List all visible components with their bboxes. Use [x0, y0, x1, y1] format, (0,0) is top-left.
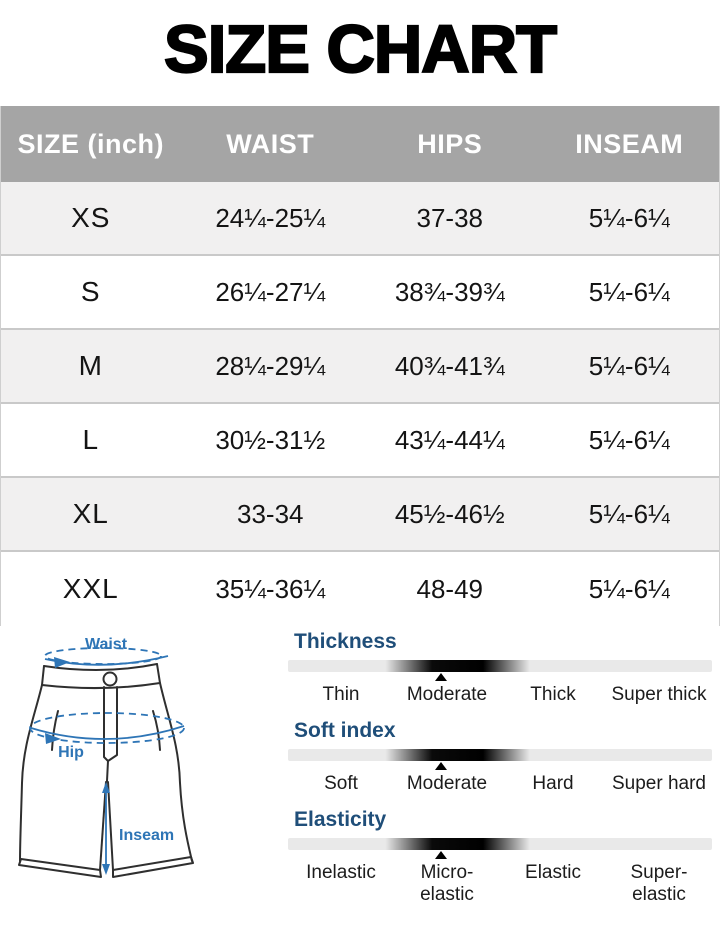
scale-label: Thin — [322, 684, 360, 705]
soft-index-title: Soft index — [294, 719, 396, 742]
shorts-outline — [18, 663, 194, 878]
hip-label: Hip — [58, 744, 84, 761]
hip-arrow — [29, 712, 185, 744]
waist-arrow — [44, 647, 169, 668]
scale-label: Elastic — [525, 862, 581, 883]
table-row: S 26¼-27¼ 38¾-39¾ 5¼-6¼ — [1, 256, 719, 330]
table-row: XXL 35¼-36¼ 48-49 5¼-6¼ — [1, 552, 719, 626]
size-chart-table: SIZE (inch) WAIST HIPS INSEAM XS 24¼-25¼… — [0, 106, 720, 626]
scale-label: Thick — [530, 684, 576, 705]
header-cell-waist: WAIST — [226, 128, 315, 159]
inseam-cell: 5¼-6¼ — [588, 424, 670, 455]
scale-label: Hard — [532, 773, 574, 794]
waist-cell: 24¼-25¼ — [215, 202, 326, 233]
hips-cell: 43¼-44¼ — [394, 424, 505, 455]
size-cell: XXL — [62, 573, 119, 604]
header-cell-hips: HIPS — [417, 128, 483, 159]
measurement-annotations — [29, 647, 185, 875]
waist-cell: 33-34 — [237, 498, 304, 529]
shorts-measurement-diagram: Waist Hip Inseam — [8, 630, 228, 892]
page-title: SIZE CHART — [163, 11, 558, 88]
elasticity-title: Elasticity — [294, 808, 387, 831]
fabric-property-scales: Thickness Thin Moderate Thick Super thic… — [288, 630, 712, 919]
scale-label: Inelastic — [306, 862, 376, 883]
scale-label: Moderate — [406, 684, 488, 705]
inseam-label: Inseam — [119, 827, 174, 844]
elasticity-scale: Elasticity Inelastic Micro-elastic Elast… — [288, 808, 712, 906]
thickness-title: Thickness — [294, 630, 397, 653]
marker-triangle-icon — [434, 762, 447, 770]
size-cell: L — [82, 424, 100, 455]
scale-label: Soft — [324, 773, 358, 794]
size-cell: M — [78, 350, 103, 381]
scale-label: Super-elastic — [630, 862, 688, 905]
soft-index-gradient-bar — [288, 749, 712, 761]
scale-label: Moderate — [406, 773, 488, 794]
inseam-cell: 5¼-6¼ — [588, 498, 670, 529]
soft-index-scale: Soft index Soft Moderate Hard Super hard — [288, 719, 712, 795]
marker-triangle-icon — [434, 851, 447, 859]
waist-cell: 26¼-27¼ — [215, 276, 326, 307]
marker-triangle-icon — [434, 673, 447, 681]
hips-cell: 48-49 — [416, 573, 484, 604]
inseam-cell: 5¼-6¼ — [588, 202, 670, 233]
hips-cell: 40¾-41¾ — [394, 350, 505, 381]
hips-cell: 37-38 — [416, 202, 484, 233]
size-cell: S — [80, 276, 101, 307]
scale-label: Micro-elastic — [420, 862, 474, 905]
inseam-cell: 5¼-6¼ — [588, 573, 670, 604]
waist-label: Waist — [85, 636, 128, 653]
header-cell-size: SIZE (inch) — [17, 128, 164, 159]
thickness-gradient-bar — [288, 660, 712, 672]
waist-cell: 28¼-29¼ — [215, 350, 326, 381]
inseam-cell: 5¼-6¼ — [588, 350, 670, 381]
table-row: XL 33-34 45½-46½ 5¼-6¼ — [1, 478, 719, 552]
waist-cell: 30½-31½ — [215, 424, 326, 455]
table-row: L 30½-31½ 43¼-44¼ 5¼-6¼ — [1, 404, 719, 478]
table-row: XS 24¼-25¼ 37-38 5¼-6¼ — [1, 182, 719, 256]
header-cell-inseam: INSEAM — [575, 128, 684, 159]
hips-cell: 38¾-39¾ — [394, 276, 505, 307]
table-row: M 28¼-29¼ 40¾-41¾ 5¼-6¼ — [1, 330, 719, 404]
waist-cell: 35¼-36¼ — [215, 573, 326, 604]
scale-label: Super hard — [611, 773, 706, 794]
size-cell: XL — [72, 498, 109, 529]
size-cell: XS — [71, 202, 111, 233]
inseam-arrow — [102, 782, 110, 875]
elasticity-gradient-bar — [288, 838, 712, 850]
thickness-scale: Thickness Thin Moderate Thick Super thic… — [288, 630, 712, 706]
hips-cell: 45½-46½ — [394, 498, 505, 529]
inseam-cell: 5¼-6¼ — [588, 276, 670, 307]
table-header-row: SIZE (inch) WAIST HIPS INSEAM — [1, 106, 719, 182]
scale-label: Super thick — [611, 684, 707, 705]
